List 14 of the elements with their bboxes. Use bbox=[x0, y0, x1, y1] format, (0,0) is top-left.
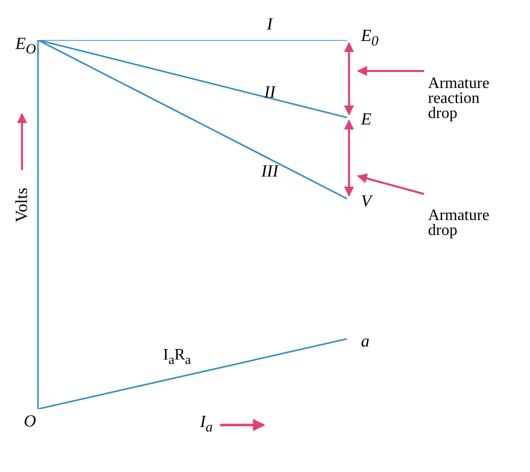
series-label: III bbox=[261, 162, 278, 180]
x-axis-title: I$_{a}$ bbox=[200, 412, 213, 436]
annotation: E$_{O}$ bbox=[15, 34, 36, 58]
text: O bbox=[24, 412, 36, 430]
annotation: Armature drop bbox=[428, 207, 490, 240]
series-label: I$_{a}$R$_{a}$ bbox=[163, 347, 191, 368]
series-label: II bbox=[264, 82, 276, 102]
series-label: I bbox=[266, 14, 273, 34]
annotation: Armature reaction drop bbox=[428, 75, 490, 122]
annotation: a bbox=[361, 331, 370, 350]
y-axis-title: Volts bbox=[12, 188, 32, 222]
annotation: E bbox=[361, 110, 372, 129]
annotation: E$_{0}$ bbox=[361, 26, 378, 50]
annotation: V bbox=[361, 191, 372, 210]
